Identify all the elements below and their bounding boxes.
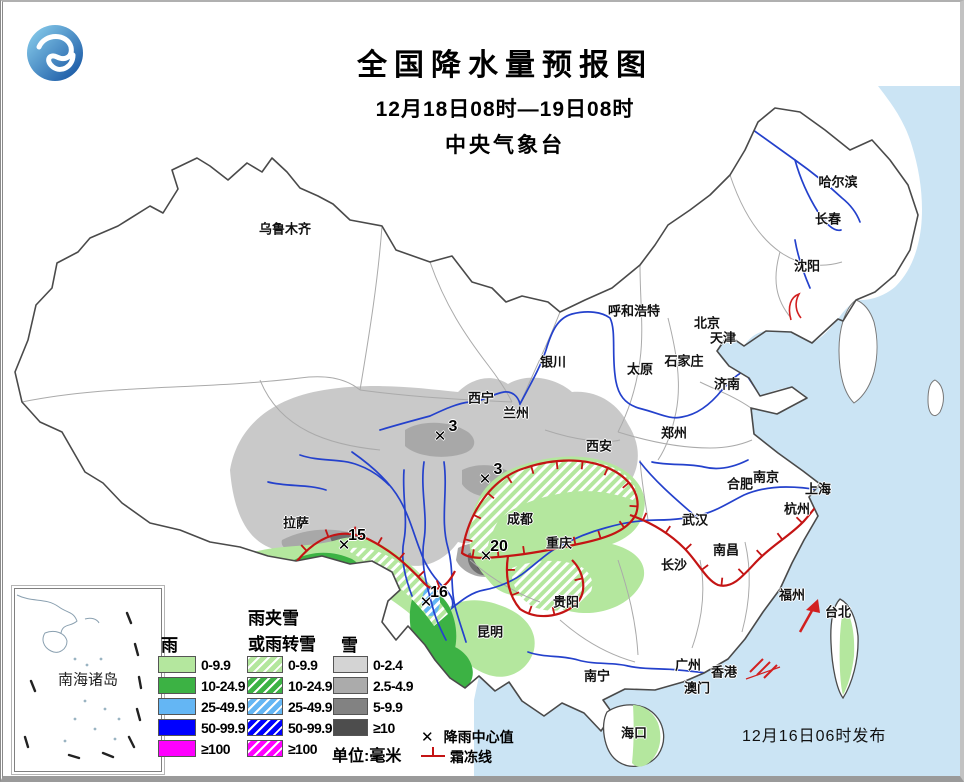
publish-time: 12月16日06时发布 — [742, 728, 887, 745]
sea-hatch-marks — [745, 658, 781, 680]
island-far-east — [927, 379, 944, 416]
islands — [602, 598, 859, 767]
typhoon-arrow — [798, 599, 820, 633]
header: 全国降水量预报图 12月18日08时—19日08时 中央气象台 — [300, 40, 710, 159]
sea-ice-line — [788, 292, 802, 321]
inset-label: 南海诸岛 — [57, 671, 119, 689]
forecast-period: 12月18日08时—19日08时 — [375, 98, 635, 121]
agency-name: 中央气象台 — [445, 134, 565, 157]
south-china-sea-inset: 南海诸岛 — [14, 588, 162, 772]
rivers — [267, 121, 861, 674]
page-title: 全国降水量预报图 — [357, 49, 653, 82]
china-border — [14, 107, 919, 732]
cma-logo — [22, 20, 88, 86]
red-annotations — [745, 292, 820, 680]
